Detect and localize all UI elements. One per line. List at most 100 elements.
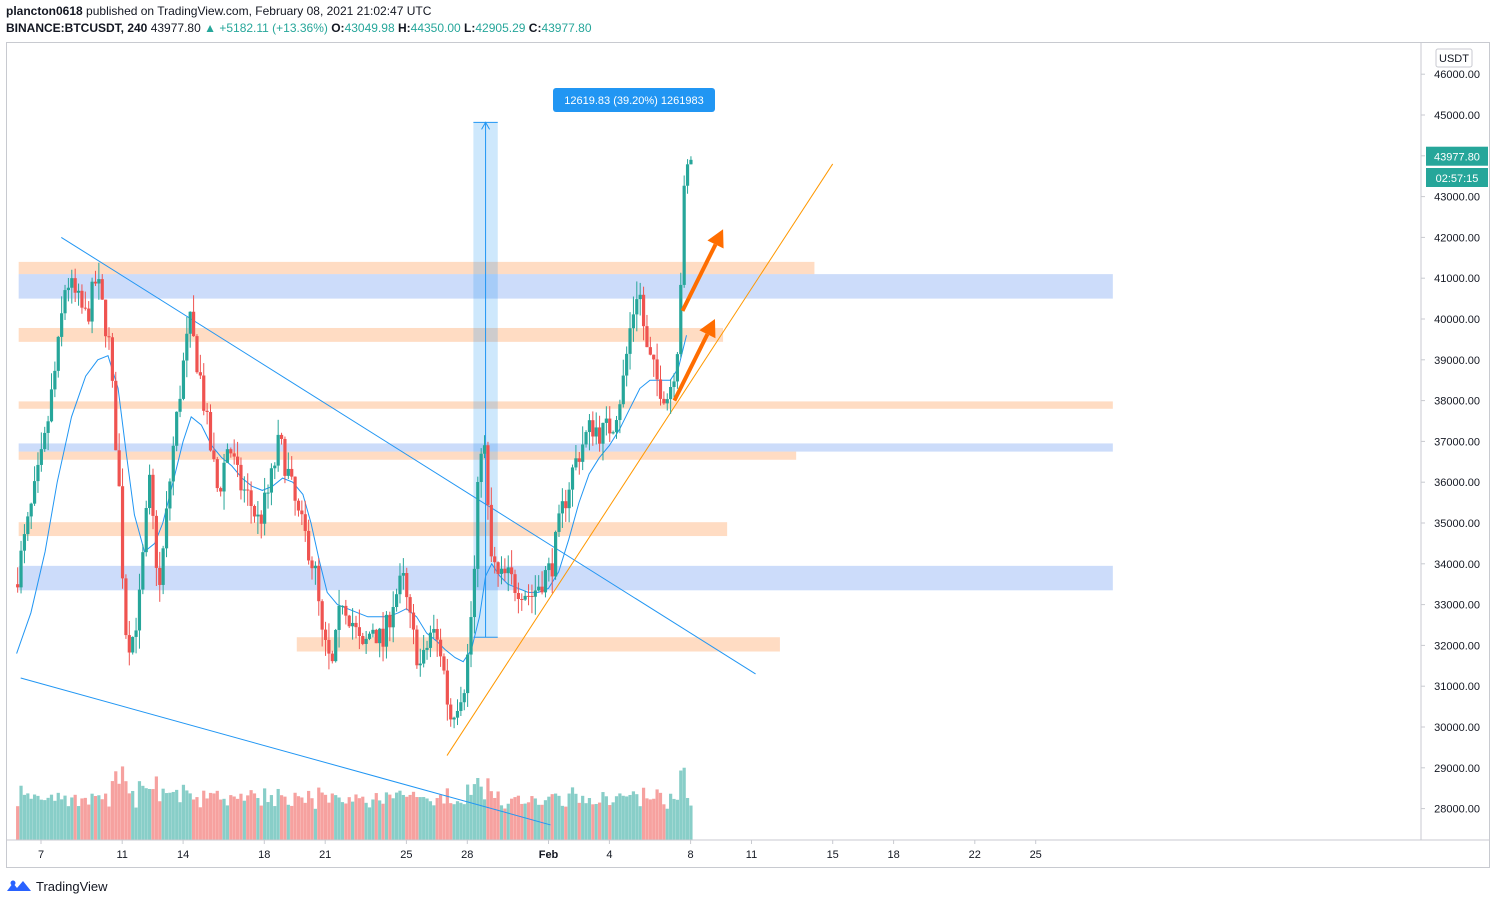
volume-bar (317, 787, 321, 840)
candle-body (608, 418, 612, 434)
candle-body (120, 486, 125, 579)
candle-body (161, 548, 165, 585)
candle-body (503, 568, 507, 574)
candle-body (344, 605, 348, 616)
volume-bar (90, 793, 94, 840)
candle-body (550, 563, 554, 577)
volume-bar (256, 798, 260, 840)
volume-bar (293, 792, 297, 840)
open-label: O: (331, 21, 345, 35)
candle-body (361, 636, 365, 644)
volume-bar (665, 808, 669, 840)
tradingview-footer[interactable]: TradingView (6, 878, 108, 894)
volume-bar (533, 798, 537, 840)
volume-bar (516, 795, 520, 840)
candle-body (405, 573, 409, 598)
price-tick-label: 39000.00 (1434, 355, 1480, 367)
volume-bar (279, 795, 284, 840)
candle-body (486, 445, 490, 505)
candle-body (354, 622, 358, 628)
volume-bar (39, 799, 43, 840)
price-tick-label: 32000.00 (1434, 640, 1480, 652)
volume-bar (307, 790, 311, 840)
price-change: +5182.11 (+13.36%) (219, 21, 328, 35)
candle-body (493, 556, 497, 563)
volume-bar (604, 796, 608, 840)
candle-body (198, 372, 202, 376)
volume-bar (371, 799, 375, 840)
volume-bar (574, 793, 578, 840)
volume-bar (469, 794, 473, 840)
volume-bar (225, 805, 230, 840)
candle-body (638, 294, 642, 300)
candle-body (124, 578, 128, 636)
candle-body (317, 565, 321, 602)
candle-body (462, 693, 466, 703)
volume-bar (330, 793, 334, 840)
volume-bar (127, 793, 131, 840)
volume-bar (486, 778, 490, 840)
arrow-shaft (680, 243, 718, 312)
volume-bar (672, 798, 676, 840)
candle-body (330, 653, 334, 662)
candle-body (29, 503, 33, 517)
volume-bar (22, 794, 27, 840)
candle-body (178, 398, 182, 412)
open-value: 43049.98 (344, 21, 395, 35)
candle-body (242, 489, 246, 491)
symbol-name[interactable]: BINANCE:BTCUSDT, 240 (6, 21, 148, 35)
time-tick-label: 11 (116, 849, 127, 861)
volume-bar (134, 807, 138, 840)
price-tick-label: 37000.00 (1434, 436, 1480, 448)
measure-label: 12619.83 (39.20%) 1261983 (564, 95, 703, 107)
candle-body (46, 421, 50, 433)
candle-body (547, 563, 551, 571)
candle-body (313, 565, 317, 569)
candle-body (388, 614, 392, 628)
volume-bar (205, 798, 209, 840)
zone-blue-4 (18, 443, 1113, 452)
candle-body (141, 552, 145, 590)
volume-bar (482, 799, 487, 840)
candle-body (43, 432, 47, 450)
candle-body (631, 314, 636, 329)
candle-body (144, 508, 148, 553)
candle-body (408, 597, 412, 613)
candle-body (604, 418, 608, 423)
candle-body (648, 347, 652, 355)
volume-bar (428, 801, 433, 840)
candle-body (266, 492, 270, 494)
volume-bar (107, 806, 111, 840)
candle-body (401, 573, 405, 576)
volume-bar (675, 799, 680, 840)
volume-bar (63, 795, 67, 840)
volume-bar (452, 804, 456, 840)
price-tick-label: 36000.00 (1434, 477, 1480, 489)
volume-bar (405, 796, 409, 840)
volume-bar (357, 798, 361, 840)
volume-bar (137, 781, 142, 840)
volume-bar (530, 796, 534, 840)
candle-body (371, 629, 375, 634)
volume-bar (618, 793, 622, 840)
volume-bar (104, 793, 108, 840)
volume-bar (648, 799, 652, 840)
candle-body (158, 567, 162, 585)
candle-body (435, 628, 439, 640)
volume-bar (229, 795, 233, 840)
candle-body (171, 445, 175, 482)
volume-bar (631, 791, 636, 840)
currency-badge: USDT (1435, 48, 1473, 68)
volume-bar (570, 787, 575, 840)
candle-body (584, 432, 588, 445)
trendlines (20, 163, 834, 826)
zone-blue-7 (18, 565, 1113, 591)
volume-bar (378, 800, 382, 840)
candle-body (347, 615, 351, 627)
candle-body (378, 628, 382, 644)
candle-body (570, 467, 575, 490)
candle-body (384, 614, 389, 647)
candle-body (655, 359, 659, 380)
author-name[interactable]: plancton0618 (6, 4, 83, 18)
